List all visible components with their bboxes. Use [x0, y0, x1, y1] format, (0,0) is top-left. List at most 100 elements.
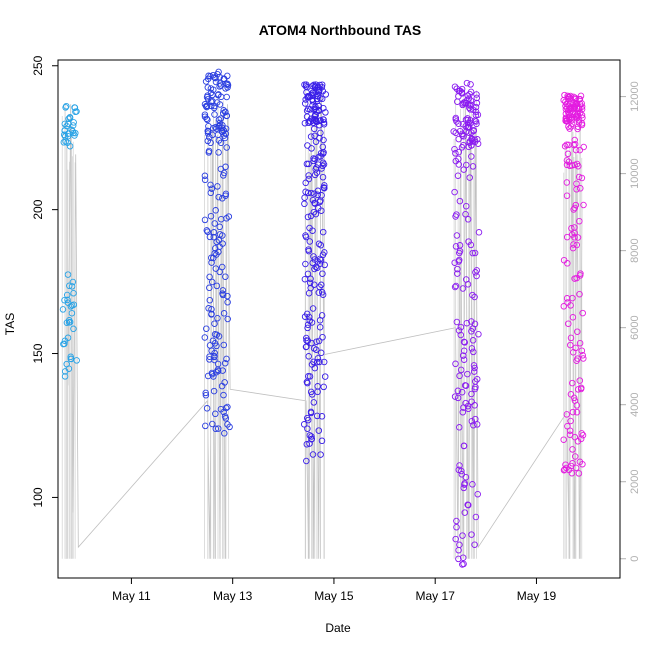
tas-point: [467, 106, 474, 113]
tas-point: [308, 145, 315, 152]
tas-point: [316, 255, 324, 263]
tas-point: [61, 340, 68, 348]
tas-point: [318, 95, 326, 103]
tas-point: [211, 353, 218, 361]
tas-point: [577, 270, 584, 277]
tas-point: [222, 415, 230, 422]
tas-point: [473, 421, 481, 428]
tas-point: [316, 81, 324, 89]
tas-point: [210, 373, 217, 380]
tas-point: [578, 174, 586, 182]
tas-point: [310, 157, 317, 165]
y-tick-label: 100: [31, 487, 45, 507]
tas-point: [561, 466, 568, 473]
tas-point: [319, 173, 327, 181]
tas-point: [319, 143, 327, 151]
tas-point: [312, 210, 320, 218]
tas-point: [459, 352, 467, 359]
tas-point: [316, 283, 323, 291]
tas-point: [459, 532, 466, 539]
tas-point: [202, 391, 210, 399]
tas-point: [202, 422, 209, 430]
tas-point: [453, 523, 460, 531]
tas-point: [468, 417, 476, 425]
tas-point: [466, 174, 473, 181]
tas-point: [216, 101, 224, 108]
y-tick-label: 250: [31, 55, 45, 75]
tas-point: [202, 389, 209, 397]
tas-point: [224, 403, 231, 411]
tas-point: [565, 141, 572, 149]
tas-point: [210, 86, 217, 93]
tas-point: [304, 414, 311, 422]
tas-point: [451, 83, 459, 90]
tas-point: [314, 355, 322, 362]
tas-point: [315, 427, 323, 434]
tas-point: [300, 421, 308, 428]
tas-point: [304, 425, 311, 432]
tas-point: [302, 179, 309, 187]
tas-point: [569, 460, 576, 467]
secondary-y-tick-label: 2000: [629, 469, 641, 493]
tas-point: [320, 116, 327, 123]
tas-point: [219, 240, 226, 247]
tas-point: [222, 404, 230, 412]
tas-point: [316, 358, 323, 366]
tas-point: [224, 81, 232, 89]
tas-point: [215, 149, 222, 156]
tas-point: [460, 442, 468, 450]
tas-point: [457, 331, 465, 339]
tas-point: [473, 120, 480, 128]
tas-point: [453, 232, 461, 239]
tas-point: [319, 333, 326, 341]
tas-point: [305, 172, 312, 179]
tas-point: [316, 323, 324, 331]
tas-point: [215, 116, 223, 123]
tas-point: [576, 95, 584, 103]
tas-point: [208, 369, 216, 377]
tas-point: [461, 339, 469, 346]
tas-point: [568, 120, 576, 127]
tas-point: [321, 182, 328, 189]
tas-point: [459, 408, 467, 416]
tas-point: [311, 364, 319, 372]
tas-point: [464, 370, 471, 378]
tas-point: [454, 270, 461, 277]
tas-point: [215, 193, 222, 201]
tas-point: [212, 123, 219, 131]
tas-point: [463, 79, 471, 87]
tas-point: [456, 424, 463, 431]
tas-point: [456, 242, 464, 249]
tas-point: [574, 125, 581, 133]
tas-point: [460, 347, 468, 355]
tas-point: [304, 270, 312, 278]
tas-point: [319, 251, 327, 259]
tas-point: [226, 423, 233, 431]
tas-point: [580, 143, 587, 151]
series-group: [560, 91, 587, 559]
tas-point: [301, 200, 308, 208]
tas-point: [455, 161, 463, 168]
secondary-y-tick-label: 10000: [629, 158, 641, 189]
tas-point: [454, 387, 462, 395]
tas-point: [210, 104, 218, 112]
tas-point: [460, 560, 467, 568]
tas-point: [302, 233, 310, 241]
tas-point: [304, 324, 311, 332]
tas-point: [61, 120, 69, 128]
tas-point: [317, 129, 324, 137]
tas-point: [563, 192, 571, 199]
tas-point: [464, 96, 471, 104]
tas-point: [462, 210, 469, 218]
tas-point: [474, 136, 481, 143]
x-tick-label: May 13: [213, 589, 253, 603]
tas-point: [322, 91, 330, 98]
tas-point: [469, 481, 476, 488]
tas-point: [580, 355, 587, 362]
tas-point: [574, 123, 582, 130]
tas-point: [576, 377, 584, 384]
tas-point: [321, 184, 328, 192]
tas-point: [580, 201, 587, 209]
tas-point: [314, 191, 321, 199]
tas-point: [471, 541, 478, 548]
